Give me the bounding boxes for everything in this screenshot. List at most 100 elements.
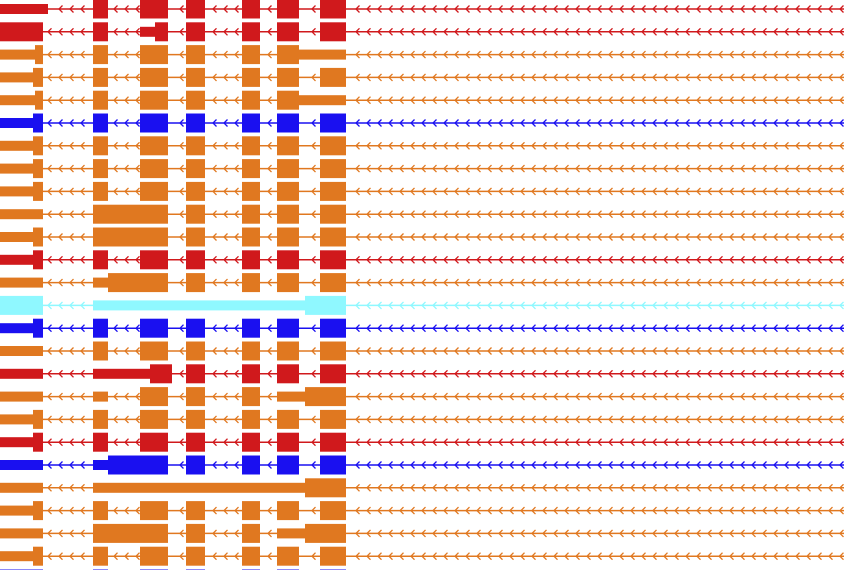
coding-exon [320,432,346,452]
coding-exon [242,341,260,361]
strand-arrow-icon [47,96,844,105]
coding-exon [320,273,346,293]
coding-exon [140,159,168,179]
coding-exon [33,181,43,201]
coding-exon [140,250,168,270]
coding-exon [320,546,346,566]
coding-exon [186,22,205,42]
strand-arrow-icon [47,210,844,219]
coding-exon [242,67,260,87]
strand-arrow-icon [47,552,844,561]
coding-exon [93,501,108,521]
utr-exon [0,528,43,539]
coding-exon [320,227,346,247]
utr-exon [277,528,305,539]
coding-exon [242,523,260,543]
coding-exon [186,159,205,179]
transcript-row [0,181,844,201]
coding-exon [140,0,168,19]
coding-exon [277,455,299,475]
coding-exon [242,204,260,224]
coding-exon [0,295,43,315]
utr-exon [0,4,48,14]
utr-exon [0,72,33,83]
strand-arrow-icon [47,529,844,538]
coding-exon [186,318,205,338]
transcript-row [0,0,844,19]
coding-exon [108,523,168,543]
coding-exon [320,181,346,201]
utr-exon [93,460,108,470]
coding-exon [277,227,299,247]
coding-exon [93,45,108,65]
coding-exon [35,45,43,65]
coding-exon [242,250,260,270]
coding-exon [93,546,108,566]
coding-exon [108,273,168,293]
coding-exon [140,67,168,87]
coding-exon [242,409,260,429]
transcript-row [0,341,844,361]
coding-exon [186,250,205,270]
coding-exon [277,432,299,452]
strand-arrow-icon [47,301,844,310]
transcript-row [0,90,844,110]
utr-exon [0,391,43,402]
utr-exon [0,49,35,60]
strand-arrow-icon [47,438,844,447]
coding-exon [277,113,299,133]
coding-exon [242,22,260,42]
transcript-row [0,22,844,42]
coding-exon [242,455,260,475]
transcript-row [0,455,844,475]
transcript-row [0,159,844,179]
coding-exon [277,273,299,293]
utr-exon [0,482,43,493]
coding-exon [277,136,299,156]
coding-exon [186,45,205,65]
coding-exon [140,501,168,521]
transcript-row [0,478,844,498]
coding-exon [108,455,168,475]
utr-exon [93,368,150,379]
coding-exon [93,181,108,201]
coding-exon [242,432,260,452]
coding-exon [140,90,168,110]
utr-exon [0,209,43,220]
coding-exon [93,227,108,247]
strand-arrow-icon [47,255,844,264]
transcript-row [0,45,844,65]
coding-exon [186,364,205,384]
coding-exon [320,409,346,429]
coding-exon [150,364,172,384]
utr-exon [140,26,155,37]
coding-exon [140,432,168,452]
coding-exon [277,90,299,110]
coding-exon [93,0,108,19]
coding-exon [320,250,346,270]
coding-exon [93,67,108,87]
coding-exon [242,159,260,179]
coding-exon [33,432,43,452]
utr-exon [0,437,33,448]
coding-exon [33,136,43,156]
strand-arrow-icon [47,461,844,469]
transcript-row [0,273,844,293]
coding-exon [242,136,260,156]
coding-exon [277,501,299,521]
coding-exon [186,0,205,19]
strand-arrow-icon [47,233,844,241]
strand-arrow-icon [47,187,844,196]
coding-exon [93,432,108,452]
coding-exon [320,455,346,475]
coding-exon [155,22,168,42]
utr-exon [0,277,43,288]
coding-exon [277,250,299,270]
transcript-row [0,432,844,452]
utr-exon [93,300,305,311]
coding-exon [33,501,43,521]
coding-exon [242,181,260,201]
utr-exon [0,551,33,562]
coding-exon [320,501,346,521]
transcript-row [0,318,844,338]
